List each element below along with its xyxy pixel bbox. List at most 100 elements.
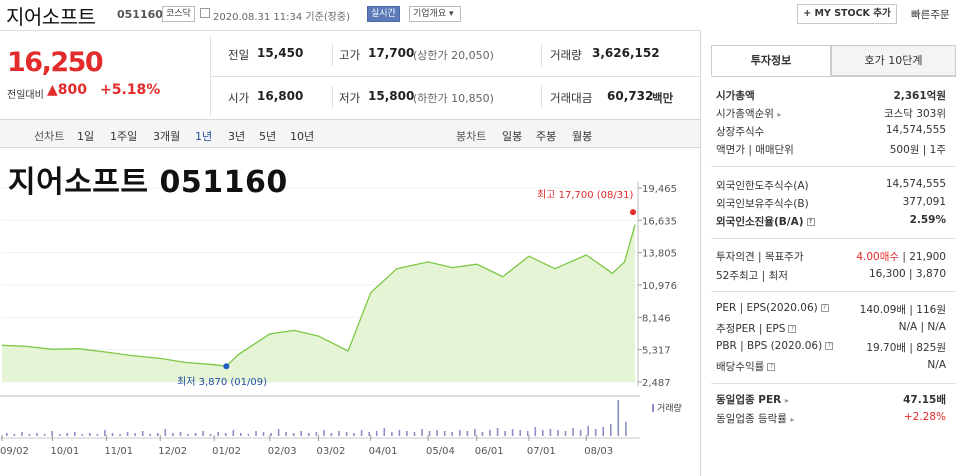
row-per-eps: PER | EPS(2020.06)? 140.09배 | 116원 xyxy=(711,300,956,318)
row-value: 140.09배 | 116원 xyxy=(859,304,946,316)
period-1w[interactable]: 1주일 xyxy=(110,130,138,143)
header-divider xyxy=(0,30,700,31)
invest-tabs: 투자정보 호가 10단계 xyxy=(711,45,956,76)
quick-order-link[interactable]: 빠른주문 xyxy=(911,9,950,21)
help-icon[interactable]: ? xyxy=(767,363,776,371)
help-icon[interactable]: ? xyxy=(825,342,834,350)
row-pbr-bps: PBR | BPS (2020.06)? 19.70배 | 825원 xyxy=(711,338,956,356)
high-label: 고가 xyxy=(339,48,361,62)
divider xyxy=(541,44,542,66)
row-label: 액면가 | 매매단위 xyxy=(716,144,794,156)
volume-bar xyxy=(489,430,491,436)
volume-bar xyxy=(51,431,53,436)
x-tick-label: 10/01 xyxy=(50,446,79,457)
row-label: 상장주식수 xyxy=(716,126,765,138)
row-label: 시가총액 xyxy=(716,90,755,102)
row-value: 2.59% xyxy=(909,214,946,226)
volume-bar xyxy=(74,432,76,436)
volume-bar xyxy=(89,433,91,436)
row-sector-change: 동일업종 등락률 ▸ +2.28% xyxy=(711,409,956,427)
y-tick-label: 2,487 xyxy=(642,378,671,389)
add-my-stock-button[interactable]: + MY STOCK 추가 xyxy=(797,4,897,24)
candle-monthly[interactable]: 월봉 xyxy=(572,130,593,143)
volume-legend-icon xyxy=(652,404,654,412)
realtime-badge[interactable]: 실시간 xyxy=(367,6,400,22)
row-label: PBR | BPS (2020.06) xyxy=(716,340,823,352)
volume-label: 거래량 xyxy=(550,48,582,62)
period-3m[interactable]: 3개월 xyxy=(153,130,181,143)
row-label: 배당수익률 xyxy=(716,361,765,373)
period-1d[interactable]: 1일 xyxy=(77,130,95,143)
volume-bar xyxy=(28,434,31,436)
open-value: 16,800 xyxy=(257,89,304,103)
help-icon[interactable]: ? xyxy=(806,218,815,226)
volume-bar xyxy=(587,426,589,436)
row-market-cap-rank: 시가총액순위 ▸ 코스닥 303위 xyxy=(711,104,956,122)
volume-bar xyxy=(406,431,408,436)
volume-bar xyxy=(338,431,340,436)
min-marker xyxy=(223,363,230,370)
volume-bar xyxy=(141,431,144,436)
company-overview-dropdown[interactable]: 기업개요 ▾ xyxy=(409,6,461,22)
y-tick-label: 10,976 xyxy=(642,281,677,292)
volume-bar xyxy=(194,433,197,436)
candle-weekly[interactable]: 주봉 xyxy=(536,130,557,143)
row-52w: 52주최고 | 최저 16,300 | 3,870 xyxy=(711,266,956,284)
tab-invest-info[interactable]: 투자정보 xyxy=(711,45,831,76)
candle-daily[interactable]: 일봉 xyxy=(502,130,523,143)
row-market-cap: 시가총액 2,361억원 xyxy=(711,86,956,104)
volume-bar xyxy=(36,433,38,436)
x-tick-label: 06/01 xyxy=(475,446,504,457)
period-10y[interactable]: 10년 xyxy=(290,130,315,143)
volume-bar xyxy=(330,433,333,436)
volume-bar xyxy=(353,433,355,436)
row-value: 2,361억원 xyxy=(893,90,946,102)
max-marker xyxy=(630,209,636,216)
volume-bar xyxy=(292,433,295,436)
help-icon[interactable]: ? xyxy=(820,304,829,312)
price-chart: 19,46516,63513,80510,9768,1465,3172,487 … xyxy=(0,182,682,457)
upper-limit: (상한가 20,050) xyxy=(413,49,494,62)
stock-name: 지어소프트 xyxy=(6,5,96,29)
volume-bar xyxy=(262,432,265,436)
row-sector-per: 동일업종 PER ▸ 47.15배 xyxy=(711,390,956,408)
volume-bar xyxy=(247,434,250,436)
row-foreign-held: 외국인보유주식수(B) 377,091 xyxy=(711,194,956,212)
price-line xyxy=(1,224,636,367)
open-label: 시가 xyxy=(228,91,250,105)
volume-bar xyxy=(534,427,537,436)
row-label: 외국인소진율(B/A) xyxy=(716,216,804,228)
low-label: 저가 xyxy=(339,91,361,105)
volume-bar xyxy=(300,431,302,436)
volume-bar xyxy=(308,433,310,436)
row-listed-shares: 상장주식수 14,574,555 xyxy=(711,122,956,140)
volume-bar xyxy=(481,432,484,436)
x-tick-label: 05/04 xyxy=(426,446,455,457)
divider xyxy=(332,86,333,108)
row-label: 투자의견 | 목표주가 xyxy=(716,251,804,263)
y-tick-label: 19,465 xyxy=(642,184,677,195)
volume-bar xyxy=(496,428,499,436)
chevron-down-icon: ▾ xyxy=(446,9,454,19)
volume-value: 3,626,152 xyxy=(592,46,660,60)
volume-bar xyxy=(323,430,325,436)
volume-bar xyxy=(6,433,8,436)
volume-bar xyxy=(542,430,544,436)
volume-bar xyxy=(96,434,99,436)
volume-bar xyxy=(285,432,287,436)
help-icon[interactable]: ? xyxy=(788,325,797,333)
volume-bar xyxy=(21,432,23,436)
divider xyxy=(711,76,956,77)
prev-close-label: 전일 xyxy=(228,48,250,62)
period-1y[interactable]: 1년 xyxy=(195,130,213,143)
volume-bar xyxy=(625,422,627,436)
divider xyxy=(210,76,700,77)
period-3y[interactable]: 3년 xyxy=(228,130,246,143)
calendar-icon xyxy=(200,8,210,18)
volume-bar xyxy=(43,434,46,436)
volume-bar xyxy=(111,433,114,436)
target-price: | 21,900 xyxy=(902,251,946,263)
lower-limit: (하한가 10,850) xyxy=(413,92,494,105)
period-5y[interactable]: 5년 xyxy=(259,130,277,143)
tab-hoga[interactable]: 호가 10단계 xyxy=(831,45,956,76)
